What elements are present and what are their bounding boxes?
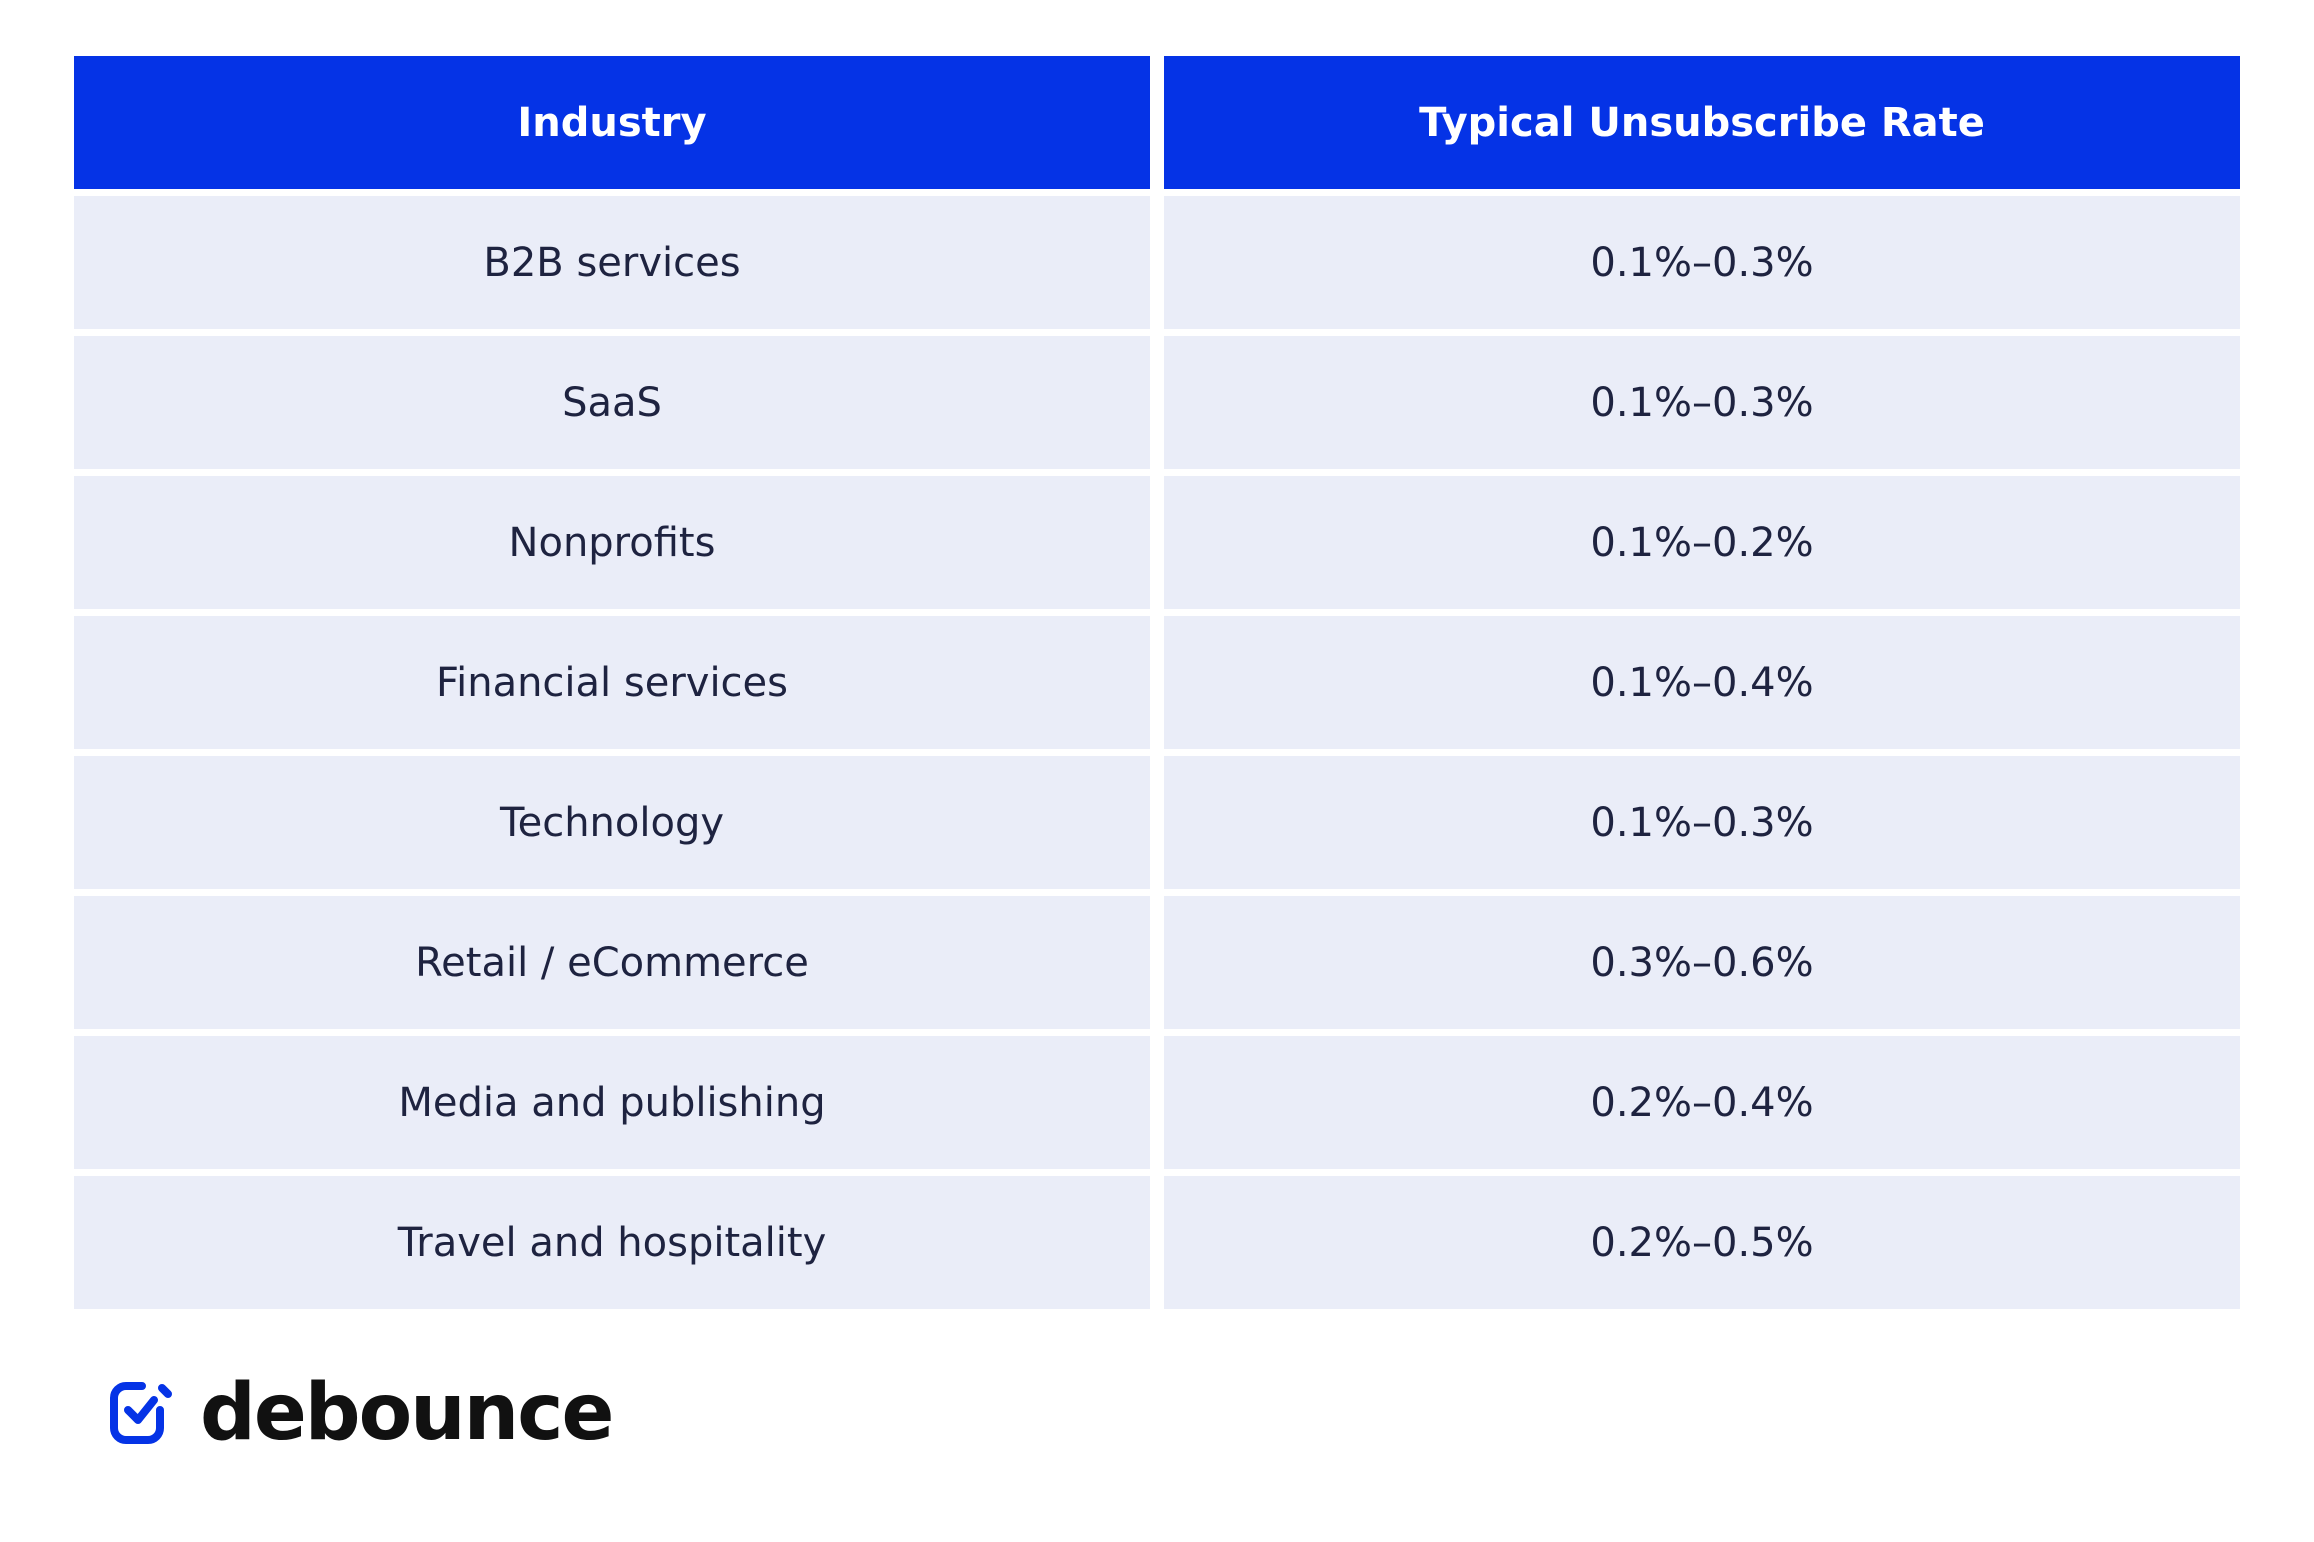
table-cell: 0.1%–0.2% xyxy=(1164,476,2240,609)
table-cell: B2B services xyxy=(74,196,1150,329)
logo-text: debounce xyxy=(200,1368,614,1458)
table-cell: Travel and hospitality xyxy=(74,1176,1150,1309)
column-header: Industry xyxy=(74,56,1150,189)
table-cell: 0.3%–0.6% xyxy=(1164,896,2240,1029)
table-cell: 0.1%–0.3% xyxy=(1164,196,2240,329)
table-cell: 0.2%–0.4% xyxy=(1164,1036,2240,1169)
table-cell: Retail / eCommerce xyxy=(74,896,1150,1029)
table-cell: SaaS xyxy=(74,336,1150,469)
table-cell: 0.1%–0.3% xyxy=(1164,756,2240,889)
column-header: Typical Unsubscribe Rate xyxy=(1164,56,2240,189)
table-cell: 0.1%–0.4% xyxy=(1164,616,2240,749)
table-cell: Financial services xyxy=(74,616,1150,749)
table-cell: 0.2%–0.5% xyxy=(1164,1176,2240,1309)
logo-icon xyxy=(110,1382,172,1444)
table-cell: Nonprofits xyxy=(74,476,1150,609)
table-cell: 0.1%–0.3% xyxy=(1164,336,2240,469)
table-cell: Technology xyxy=(74,756,1150,889)
table-cell: Media and publishing xyxy=(74,1036,1150,1169)
logo: debounce xyxy=(108,1368,614,1458)
table: Industry Typical Unsubscribe Rate B2B serv… xyxy=(74,56,2240,1309)
